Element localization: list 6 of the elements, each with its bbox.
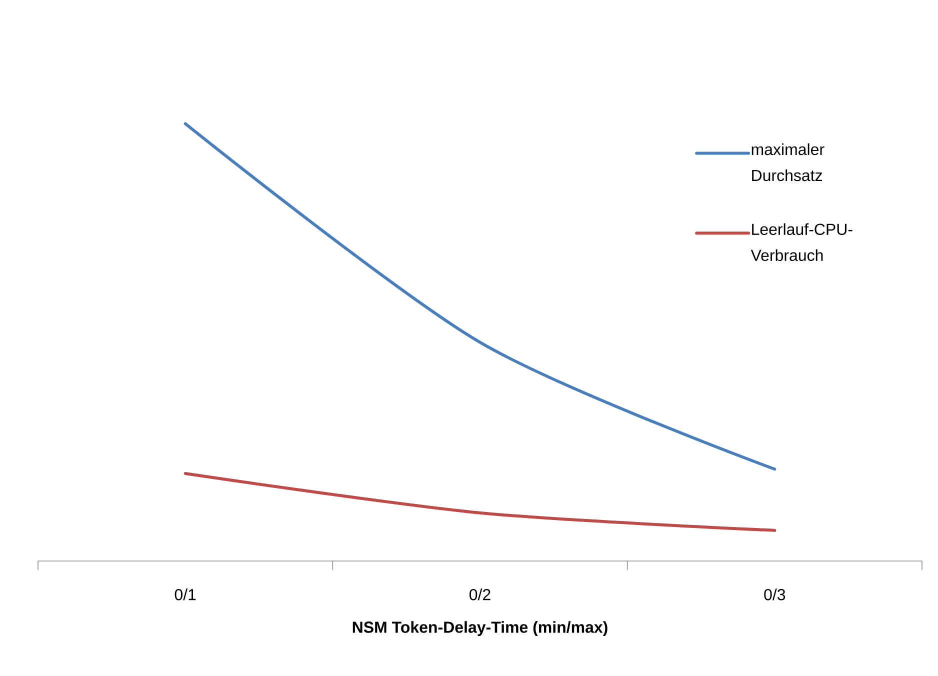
x-tick-label: 0/2 [470, 588, 490, 600]
legend-label: Leerlauf-CPU-Verbrauch [750, 223, 852, 262]
legend-label: maximaler Durchsatz [752, 143, 824, 182]
x-tick-label: 0/1 [174, 588, 196, 600]
x-axis-title: NSM Token-Delay-Time (min/max) [352, 621, 608, 636]
x-tick-label: 0/3 [764, 588, 786, 600]
